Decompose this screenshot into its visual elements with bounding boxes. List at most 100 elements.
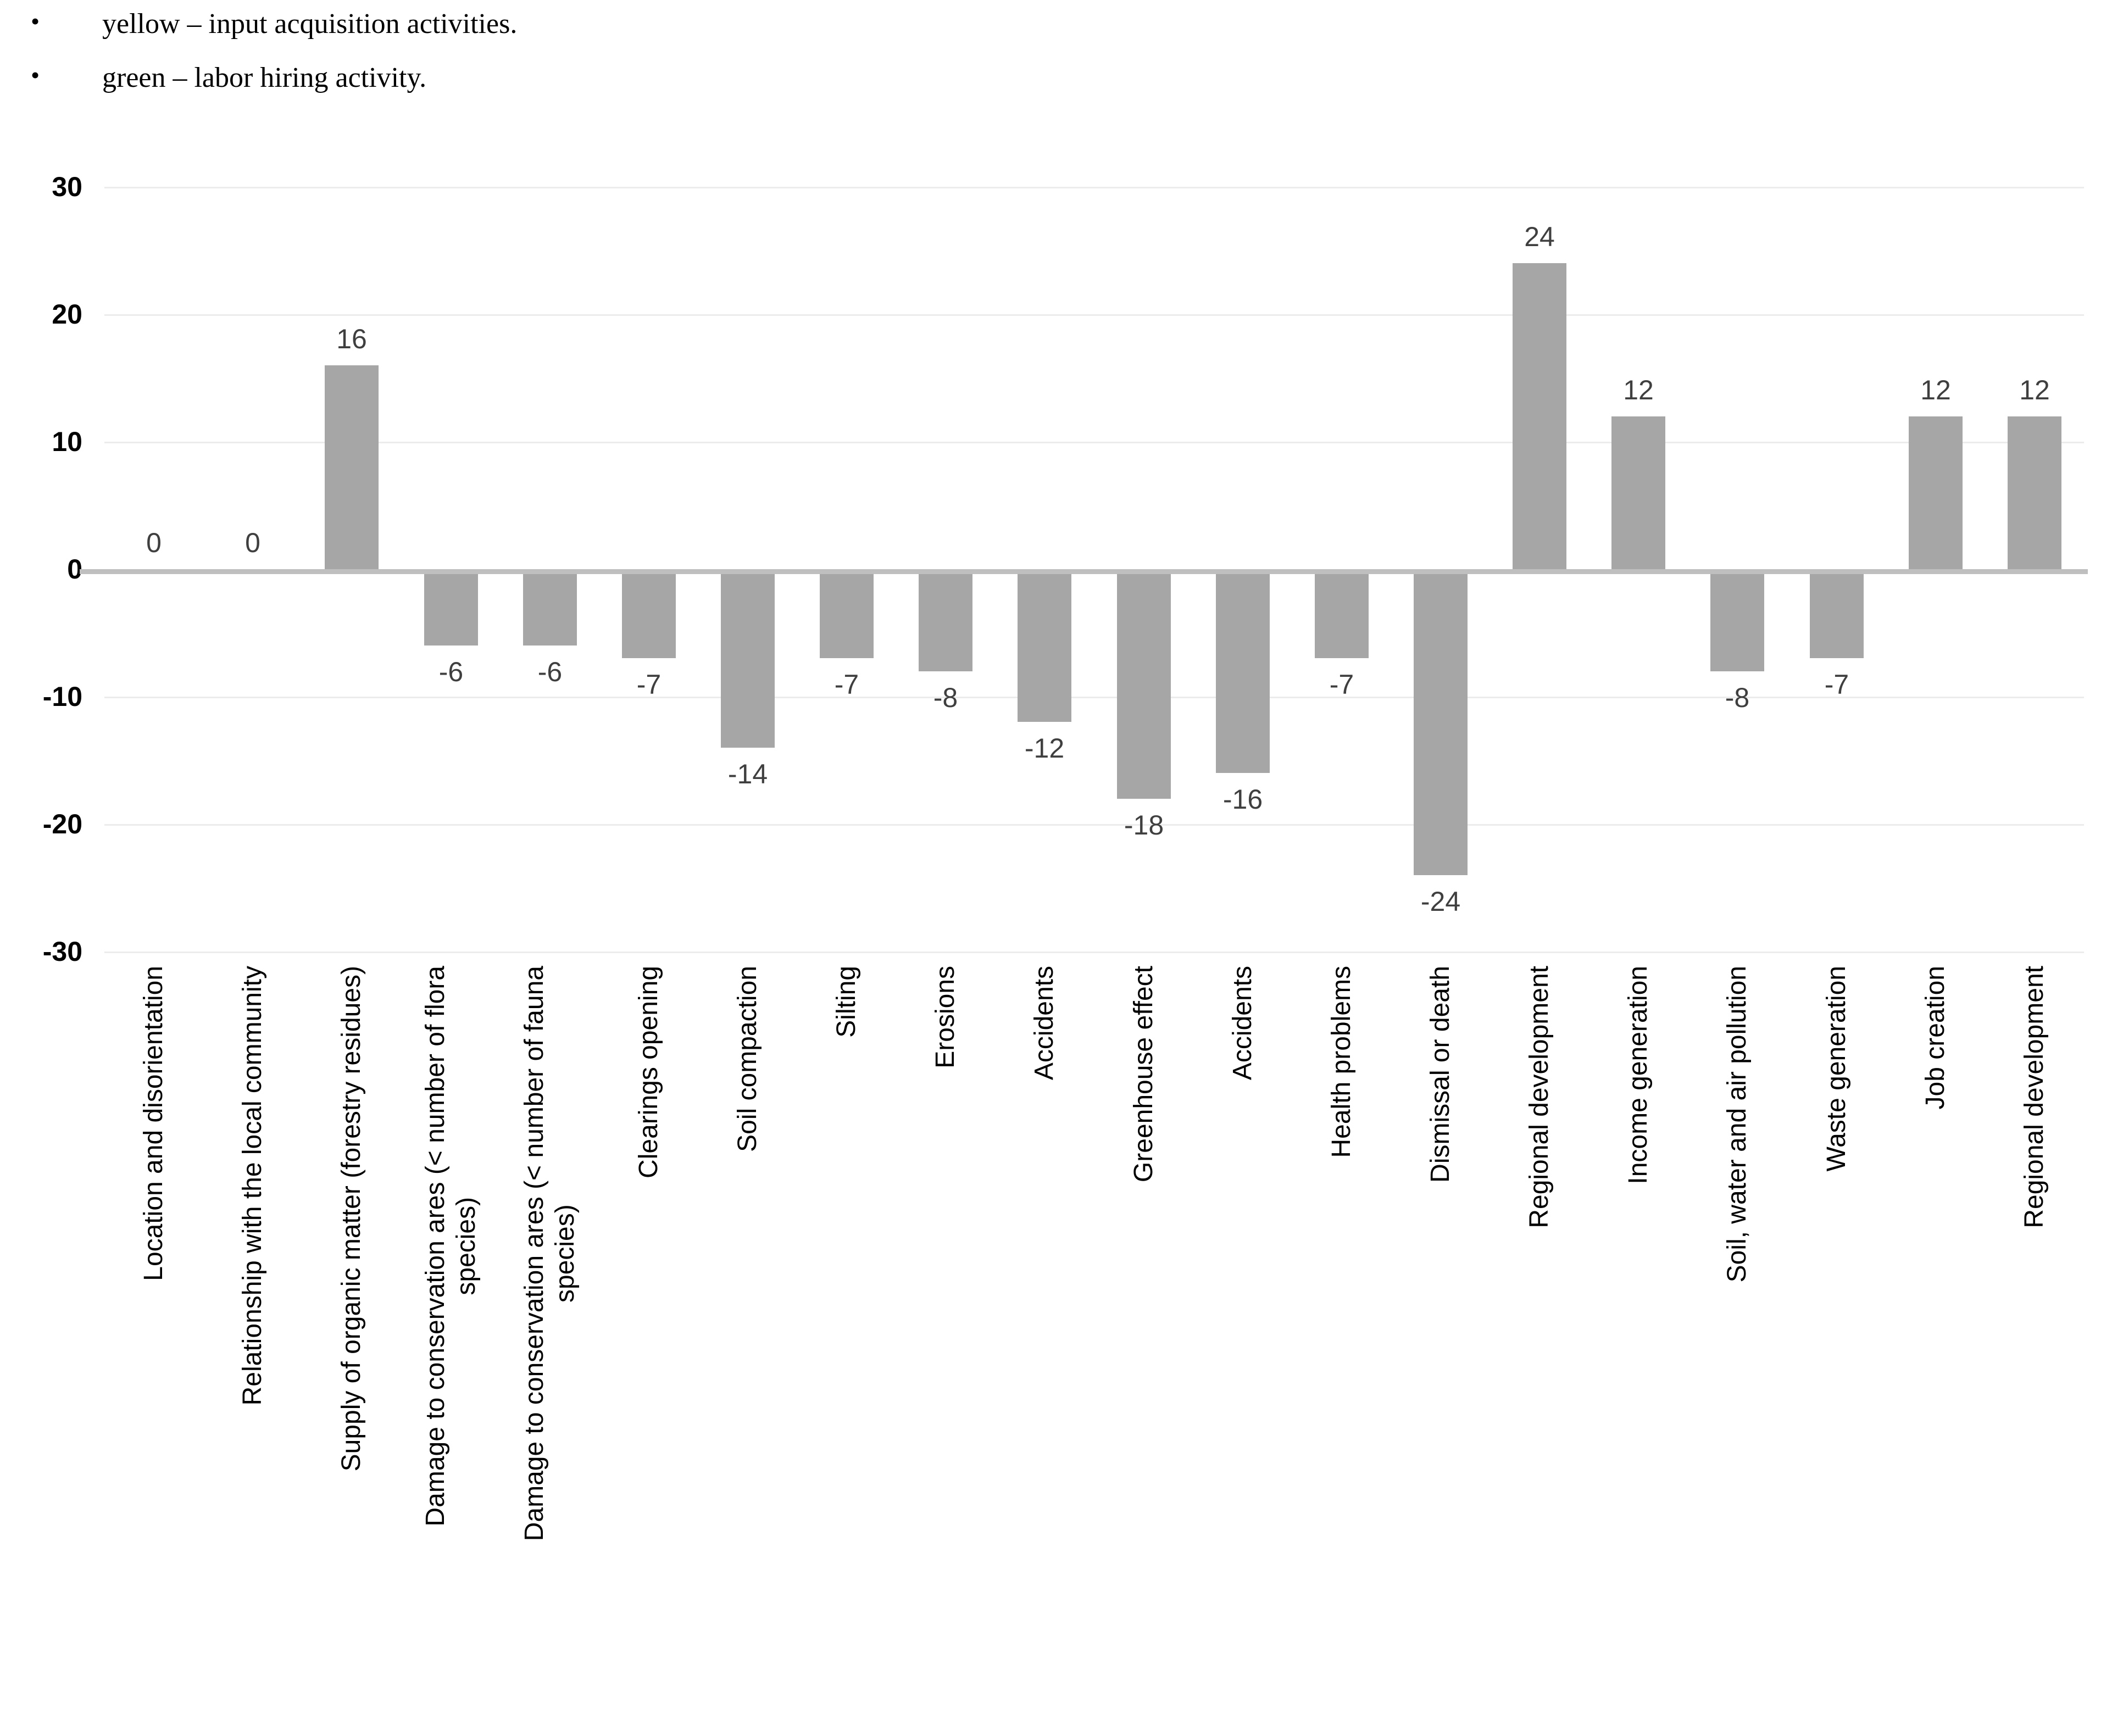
- y-tick-label: -20: [42, 809, 82, 839]
- y-tick-label: 30: [52, 171, 82, 202]
- bar-value-label: -14: [727, 759, 768, 789]
- legend-note-text: green – labor hiring activity.: [102, 62, 427, 93]
- bar: [1513, 263, 1566, 569]
- bar: [1810, 569, 1864, 658]
- category-label-text: Location and disorientation: [139, 966, 168, 1281]
- legend-note: • yellow – input acquisition activities.: [0, 7, 1648, 63]
- bar-value-label: -8: [933, 682, 958, 713]
- bar: [1710, 569, 1764, 671]
- category-label: Waste generation: [1787, 966, 1886, 1713]
- bar-value-label: 16: [336, 324, 367, 354]
- category-label: Regional development: [1985, 966, 2084, 1713]
- category-label: Health problems: [1292, 966, 1391, 1713]
- bar-value-label: -6: [438, 656, 464, 687]
- category-label: Silting: [797, 966, 896, 1713]
- bar: [1117, 569, 1171, 799]
- bar-value-label: 24: [1524, 221, 1555, 252]
- y-tick-label: 20: [52, 299, 82, 330]
- bar-value-label: -7: [636, 669, 662, 700]
- category-label-text: Clearings opening: [634, 966, 663, 1178]
- legend-note-text: yellow – input acquisition activities.: [102, 8, 518, 40]
- bar-value-label: -12: [1024, 733, 1065, 764]
- bar-value-label: -7: [834, 669, 859, 700]
- bar: [721, 569, 775, 748]
- bar-value-label: -18: [1124, 810, 1164, 841]
- category-label-text: Accidents: [1228, 966, 1257, 1081]
- bar-value-label: -24: [1420, 886, 1461, 917]
- bar-value-label: -16: [1222, 784, 1263, 815]
- category-label-text: Silting: [832, 966, 861, 1038]
- category-label-text: Regional development: [2020, 966, 2049, 1228]
- bar-value-label: -7: [1824, 669, 1849, 700]
- bar: [325, 365, 379, 569]
- bar: [622, 569, 676, 658]
- category-label-text: Health problems: [1327, 966, 1356, 1158]
- bar-value-label: 12: [1920, 375, 1951, 405]
- bar: [1018, 569, 1071, 722]
- category-label-text: Damage to conservation ares (< number of…: [520, 966, 580, 1542]
- category-label: Damage to conservation ares (< number of…: [402, 966, 501, 1713]
- category-label-text: Income generation: [1624, 966, 1653, 1184]
- bar-value-label: -7: [1329, 669, 1354, 700]
- bar-value-label: -8: [1725, 682, 1750, 713]
- category-label-text: Regional development: [1525, 966, 1554, 1228]
- bar: [820, 569, 874, 658]
- y-tick-label: 0: [67, 554, 82, 585]
- category-label: Income generation: [1589, 966, 1688, 1713]
- gridline: [104, 952, 2084, 953]
- category-label-text: Soil compaction: [733, 966, 762, 1152]
- category-label: Accidents: [995, 966, 1094, 1713]
- y-tick-label: 10: [52, 426, 82, 457]
- category-label: Soil compaction: [698, 966, 797, 1713]
- category-label: Job creation: [1886, 966, 1985, 1713]
- category-label-text: Erosions: [931, 966, 960, 1069]
- category-label: Regional development: [1490, 966, 1589, 1713]
- category-label: Supply of organic matter (forestry resid…: [302, 966, 401, 1713]
- bar: [1611, 416, 1665, 569]
- bar: [1216, 569, 1270, 773]
- category-label-text: Supply of organic matter (forestry resid…: [337, 966, 366, 1472]
- bar-value-label: 12: [2019, 375, 2050, 405]
- bar: [1909, 416, 1963, 569]
- bullet-icon: •: [31, 61, 40, 89]
- gridline: [104, 824, 2084, 826]
- bar: [523, 569, 577, 646]
- category-label-text: Dismissal or death: [1426, 966, 1455, 1183]
- category-label-text: Soil, water and air pollution: [1722, 966, 1752, 1283]
- category-label-text: Relationship with the local community: [238, 966, 267, 1406]
- bar-value-label: -6: [537, 656, 563, 687]
- category-label: Greenhouse effect: [1094, 966, 1193, 1713]
- category-label: Relationship with the local community: [203, 966, 302, 1713]
- category-label-text: Damage to conservation ares (< number of…: [421, 966, 481, 1527]
- bar-value-label: 0: [245, 527, 260, 558]
- gridline: [104, 187, 2084, 188]
- y-tick-label: -10: [42, 681, 82, 712]
- category-label: Dismissal or death: [1391, 966, 1490, 1713]
- bar: [1315, 569, 1369, 658]
- category-label: Damage to conservation ares (< number of…: [501, 966, 599, 1713]
- category-label-text: Accidents: [1030, 966, 1059, 1081]
- bar-value-label: 0: [146, 527, 162, 558]
- category-label: Accidents: [1193, 966, 1292, 1713]
- bar: [1414, 569, 1468, 875]
- bar-value-label: 12: [1623, 375, 1654, 405]
- x-axis-line: [80, 569, 2088, 574]
- category-label-text: Waste generation: [1822, 966, 1851, 1172]
- bar: [2008, 416, 2061, 569]
- category-label-text: Greenhouse effect: [1129, 966, 1158, 1183]
- bar: [919, 569, 972, 671]
- legend-note: • green – labor hiring activity.: [0, 61, 1648, 116]
- category-label-text: Job creation: [1921, 966, 1950, 1110]
- gridline: [104, 697, 2084, 698]
- bullet-icon: •: [31, 7, 40, 35]
- category-label: Soil, water and air pollution: [1688, 966, 1787, 1713]
- bar: [424, 569, 478, 646]
- category-label: Clearings opening: [599, 966, 698, 1713]
- category-label: Location and disorientation: [104, 966, 203, 1713]
- category-label: Erosions: [896, 966, 995, 1713]
- gridline: [104, 442, 2084, 443]
- gridline: [104, 314, 2084, 316]
- y-tick-label: -30: [42, 936, 82, 967]
